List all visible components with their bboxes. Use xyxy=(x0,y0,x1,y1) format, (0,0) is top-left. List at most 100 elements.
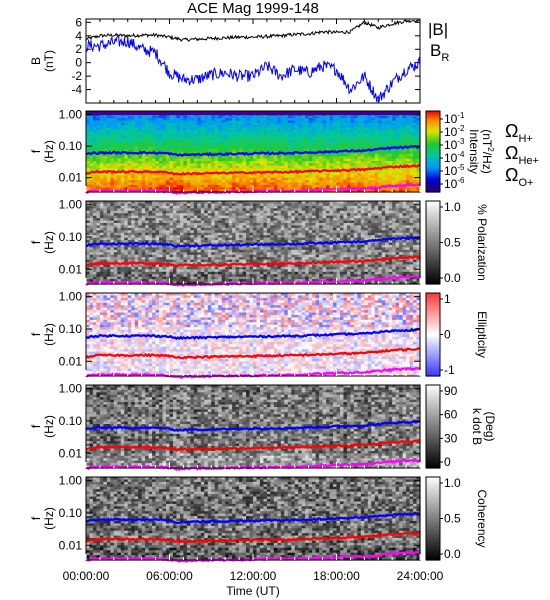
heatmap-cell xyxy=(131,163,136,167)
heatmap-cell xyxy=(141,274,146,278)
heatmap-cell xyxy=(402,172,407,176)
heatmap-cell xyxy=(319,163,324,167)
heatmap-cell xyxy=(159,203,164,207)
heatmap-cell xyxy=(395,127,400,131)
heatmap-cell xyxy=(120,237,125,241)
heatmap-cell xyxy=(148,222,153,227)
heatmap-cell xyxy=(155,161,160,165)
heatmap-cell xyxy=(378,189,383,193)
heatmap-cell xyxy=(298,158,303,162)
heatmap-cell xyxy=(291,125,296,129)
heatmap-cell xyxy=(148,137,153,141)
heatmap-cell xyxy=(218,187,223,191)
heatmap-cell xyxy=(190,141,195,145)
heatmap-cell xyxy=(141,201,146,205)
heatmap-cell xyxy=(364,146,369,150)
heatmap-cell xyxy=(193,208,198,212)
heatmap-cell xyxy=(127,259,132,263)
heatmap-cell xyxy=(301,139,306,143)
heatmap-cell xyxy=(86,149,91,153)
heatmap-cell xyxy=(99,274,104,278)
heatmap-cell xyxy=(183,220,188,224)
heatmap-cell xyxy=(284,125,289,129)
heatmap-cell xyxy=(301,122,306,126)
heatmap-cell xyxy=(110,130,115,134)
heatmap-cell xyxy=(134,141,139,145)
heatmap-cell xyxy=(291,158,296,162)
heatmap-cell xyxy=(228,163,233,167)
heatmap-cell xyxy=(145,269,150,273)
heatmap-cell xyxy=(155,149,160,153)
heatmap-cell xyxy=(214,130,219,134)
heatmap-cell xyxy=(371,120,376,124)
heatmap-cell xyxy=(86,269,91,273)
heatmap-cell xyxy=(298,141,303,145)
heatmap-cell xyxy=(350,141,355,145)
heatmap-cell xyxy=(120,252,125,256)
heatmap-cell xyxy=(273,168,278,172)
heatmap-cell xyxy=(235,172,240,176)
heatmap-cell xyxy=(110,180,115,184)
heatmap-cell xyxy=(305,177,310,181)
colorbar-label: Intensity xyxy=(467,129,481,174)
heatmap-cell xyxy=(131,139,136,143)
heatmap-cell xyxy=(263,182,268,186)
heatmap-cell xyxy=(155,220,160,224)
heatmap-cell xyxy=(322,118,327,122)
heatmap-cell xyxy=(266,130,271,134)
heatmap-cell xyxy=(134,180,139,184)
heatmap-cell xyxy=(253,153,258,157)
heatmap-cell xyxy=(162,274,167,278)
heatmap-cell xyxy=(207,165,212,169)
heatmap-cell xyxy=(106,205,111,209)
heatmap-cell xyxy=(169,158,174,162)
heatmap-cell xyxy=(305,184,310,188)
heatmap-cell xyxy=(301,149,306,153)
heatmap-cell xyxy=(378,149,383,153)
heatmap-cell xyxy=(266,115,271,119)
heatmap-cell xyxy=(207,158,212,162)
heatmap-cell xyxy=(152,139,157,143)
heatmap-cell xyxy=(138,225,143,229)
heatmap-cell xyxy=(416,180,421,184)
heatmap-cell xyxy=(214,182,219,186)
heatmap-cell xyxy=(364,182,369,186)
heatmap-cell xyxy=(134,269,139,273)
heatmap-cell xyxy=(305,134,310,138)
heatmap-cell xyxy=(145,137,150,141)
heatmap-cell xyxy=(214,139,219,143)
heatmap-cell xyxy=(159,168,164,172)
heatmap-cell xyxy=(96,247,101,251)
heatmap-cell xyxy=(339,180,345,184)
heatmap-cell xyxy=(399,182,404,186)
heatmap-cell xyxy=(124,266,129,270)
heatmap-cell xyxy=(124,165,129,169)
heatmap-cell xyxy=(312,137,317,141)
heatmap-cell xyxy=(399,153,404,157)
heatmap-cell xyxy=(117,132,122,136)
heatmap-cell xyxy=(124,213,129,217)
heatmap-cell xyxy=(374,170,379,174)
heatmap-cell xyxy=(416,170,421,174)
heatmap-cell xyxy=(138,187,143,191)
heatmap-cell xyxy=(315,175,320,179)
heatmap-cell xyxy=(159,240,164,244)
heatmap-cell xyxy=(89,279,94,283)
heatmap-cell xyxy=(172,230,178,234)
heatmap-cell xyxy=(110,252,115,256)
heatmap-cell xyxy=(273,137,278,141)
heatmap-cell xyxy=(374,120,379,124)
heatmap-cell xyxy=(326,156,331,160)
heatmap-cell xyxy=(193,149,198,153)
heatmap-cell xyxy=(127,225,132,229)
heatmap-cell xyxy=(124,144,129,148)
heatmap-cell xyxy=(179,151,185,155)
heatmap-cell xyxy=(92,118,98,122)
heatmap-cell xyxy=(211,118,216,122)
heatmap-cell xyxy=(141,158,146,162)
heatmap-cell xyxy=(86,115,91,119)
heatmap-cell xyxy=(388,151,393,155)
heatmap-cell xyxy=(284,132,289,136)
heatmap-cell xyxy=(343,146,348,150)
heatmap-cell xyxy=(319,141,324,145)
